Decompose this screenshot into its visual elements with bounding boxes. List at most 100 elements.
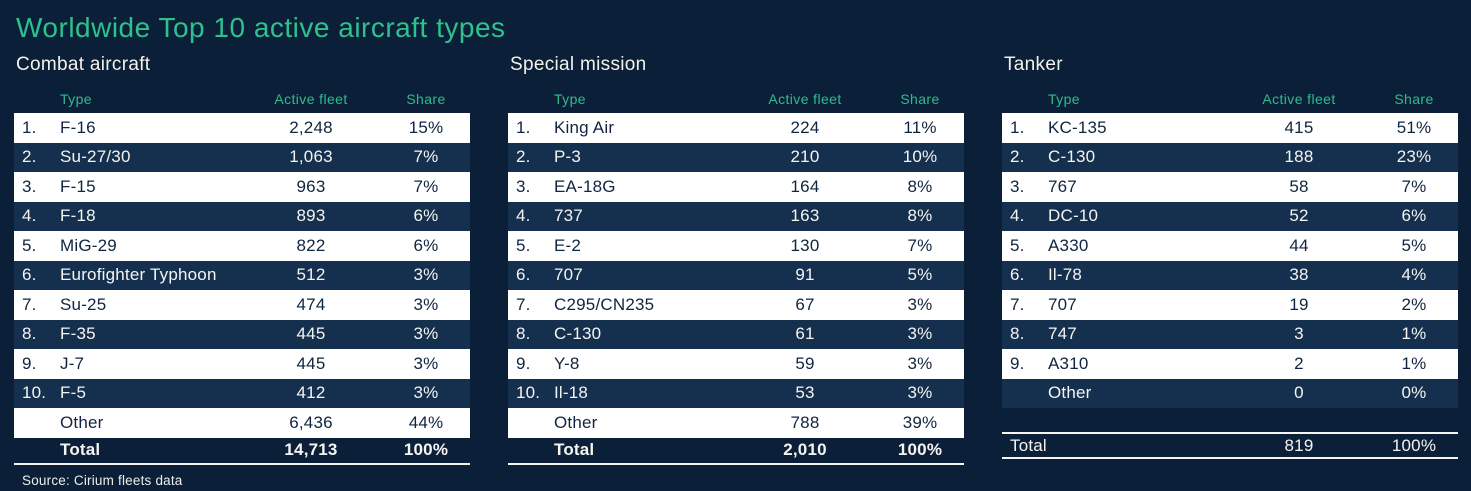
row-fleet: 164 [790, 176, 820, 196]
row-fleet: 3 [1294, 324, 1304, 344]
row-fleet: 963 [296, 176, 326, 196]
row-rank: 6. [22, 265, 37, 285]
total-fleet: 2,010 [783, 440, 827, 460]
header-type: Type [1048, 91, 1080, 108]
row-rank: 1. [516, 117, 531, 137]
tables-container: Combat aircraft Type Active fleet Share … [14, 54, 1458, 465]
row-type: Il-18 [554, 383, 589, 403]
row-fleet: 188 [1284, 147, 1314, 167]
row-type: P-3 [554, 147, 582, 167]
row-rank: 7. [516, 294, 531, 314]
row-rank: 4. [1010, 206, 1025, 226]
row-share: 7% [413, 147, 439, 167]
table-row: 9. A310 2 1% [1002, 349, 1458, 379]
total-share: 100% [1391, 435, 1437, 455]
table-body: 1. King Air 224 11% 2. P-3 210 10% 3. EA-18G 164 8%… [508, 113, 964, 438]
row-share: 6% [413, 235, 439, 255]
row-share: 8% [907, 206, 933, 226]
row-fleet: 44 [1289, 235, 1309, 255]
table-row: Other 6,436 44% [14, 408, 470, 438]
row-fleet: 58 [1289, 176, 1309, 196]
header-share: Share [1394, 91, 1434, 108]
row-type: F-15 [60, 176, 96, 196]
table-body: 1. KC-135 415 51% 2. C-130 188 23% 3. 767 58 7% 4. DC… [1002, 113, 1458, 409]
row-rank: 3. [516, 176, 531, 196]
row-rank: 8. [22, 324, 37, 344]
row-rank: 9. [516, 353, 531, 373]
table-row: 6. 707 91 5% [508, 260, 964, 291]
total-label: Total [60, 440, 101, 460]
row-fleet: 61 [795, 324, 815, 344]
row-fleet: 52 [1289, 206, 1309, 226]
row-fleet: 224 [790, 117, 820, 137]
table-row: 10. F-5 412 3% [14, 378, 470, 409]
row-share: 3% [413, 294, 439, 314]
total-label: Total [1010, 435, 1047, 455]
row-type: F-18 [60, 206, 96, 226]
table-row: 2. Su-27/30 1,063 7% [14, 142, 470, 173]
row-share: 2% [1401, 294, 1427, 314]
table-row: 1. F-16 2,248 15% [14, 113, 470, 143]
row-fleet: 210 [790, 147, 820, 167]
row-fleet: 893 [296, 206, 326, 226]
row-rank: 10. [516, 383, 541, 403]
row-type: A330 [1048, 235, 1089, 255]
row-share: 1% [1401, 353, 1427, 373]
row-rank: 9. [1010, 353, 1025, 373]
row-fleet: 415 [1284, 117, 1314, 137]
row-share: 39% [902, 412, 938, 432]
table-row: 5. E-2 130 7% [508, 231, 964, 261]
row-share: 3% [907, 353, 933, 373]
table-row: 6. Eurofighter Typhoon 512 3% [14, 260, 470, 291]
table-row: 6. Il-78 38 4% [1002, 260, 1458, 291]
row-rank: 7. [22, 294, 37, 314]
row-fleet: 512 [296, 265, 326, 285]
table-row: 1. KC-135 415 51% [1002, 113, 1458, 143]
row-rank: 4. [22, 206, 37, 226]
row-fleet: 1,063 [289, 147, 333, 167]
row-rank: 1. [22, 117, 37, 137]
header-fleet: Active fleet [1262, 91, 1336, 108]
row-rank: 5. [22, 235, 37, 255]
table-row: 8. F-35 445 3% [14, 319, 470, 350]
table-header-row: Type Active fleet Share [14, 91, 470, 107]
table-row: 2. P-3 210 10% [508, 142, 964, 173]
row-rank: 6. [516, 265, 531, 285]
table-tanker: Tanker Type Active fleet Share 1. KC-135 4… [1002, 54, 1458, 460]
row-type: A310 [1048, 353, 1089, 373]
row-type: F-16 [60, 117, 96, 137]
table-row: 7. Su-25 474 3% [14, 290, 470, 320]
row-share: 11% [903, 117, 937, 137]
total-row: Total 14,713 100% [14, 438, 470, 465]
row-fleet: 822 [296, 235, 326, 255]
row-share: 8% [907, 176, 933, 196]
table-row: 3. EA-18G 164 8% [508, 172, 964, 202]
row-type: Y-8 [554, 353, 580, 373]
row-fleet: 53 [795, 383, 815, 403]
row-fleet: 130 [790, 235, 820, 255]
row-fleet: 474 [296, 294, 326, 314]
table-row: Other 0 0% [1002, 378, 1458, 409]
table-row: 5. A330 44 5% [1002, 231, 1458, 261]
row-type: Other [1048, 383, 1092, 403]
header-share: Share [406, 91, 446, 108]
header-rank-spacer [22, 91, 60, 107]
row-rank: 2. [1010, 147, 1025, 167]
row-rank: 3. [22, 176, 37, 196]
row-rank: 5. [516, 235, 531, 255]
row-fleet: 2 [1294, 353, 1304, 373]
table-row: 8. 747 3 1% [1002, 319, 1458, 350]
row-share: 1% [1401, 324, 1427, 344]
row-fleet: 445 [296, 324, 326, 344]
table-title: Tanker [1004, 54, 1063, 76]
total-fleet: 819 [1284, 435, 1314, 455]
table-row: 5. MiG-29 822 6% [14, 231, 470, 261]
row-share: 3% [907, 383, 933, 403]
row-type: F-35 [60, 324, 96, 344]
row-type: Other [554, 412, 598, 432]
row-type: DC-10 [1048, 206, 1099, 226]
row-fleet: 0 [1294, 383, 1304, 403]
row-type: King Air [554, 117, 615, 137]
total-fleet: 14,713 [284, 440, 338, 460]
row-rank: 5. [1010, 235, 1025, 255]
